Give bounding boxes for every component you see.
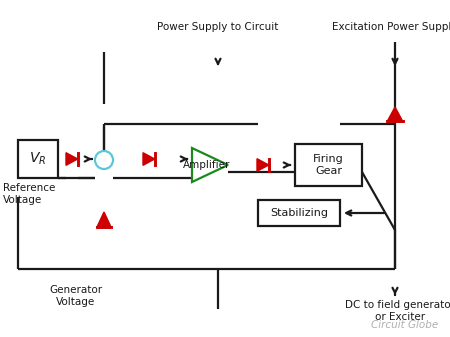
- Polygon shape: [66, 153, 78, 165]
- FancyBboxPatch shape: [18, 140, 58, 178]
- Text: Reference
Voltage: Reference Voltage: [3, 183, 55, 205]
- Text: Circuit Globe: Circuit Globe: [371, 320, 438, 330]
- Polygon shape: [387, 107, 403, 121]
- Polygon shape: [143, 153, 155, 165]
- Circle shape: [95, 151, 113, 169]
- FancyBboxPatch shape: [258, 200, 340, 226]
- Text: $V_R$: $V_R$: [29, 151, 47, 167]
- Text: Amplifier: Amplifier: [183, 160, 231, 170]
- Text: Stabilizing: Stabilizing: [270, 208, 328, 218]
- Text: Excitation Power Supply: Excitation Power Supply: [332, 22, 450, 32]
- Text: Generator
Voltage: Generator Voltage: [50, 285, 103, 307]
- Text: DC to field generator
or Exciter: DC to field generator or Exciter: [345, 300, 450, 321]
- Polygon shape: [97, 212, 111, 227]
- Text: Power Supply to Circuit: Power Supply to Circuit: [158, 22, 279, 32]
- Polygon shape: [192, 148, 228, 182]
- Text: Firing
Gear: Firing Gear: [313, 154, 344, 176]
- FancyBboxPatch shape: [295, 144, 362, 186]
- Polygon shape: [257, 159, 269, 171]
